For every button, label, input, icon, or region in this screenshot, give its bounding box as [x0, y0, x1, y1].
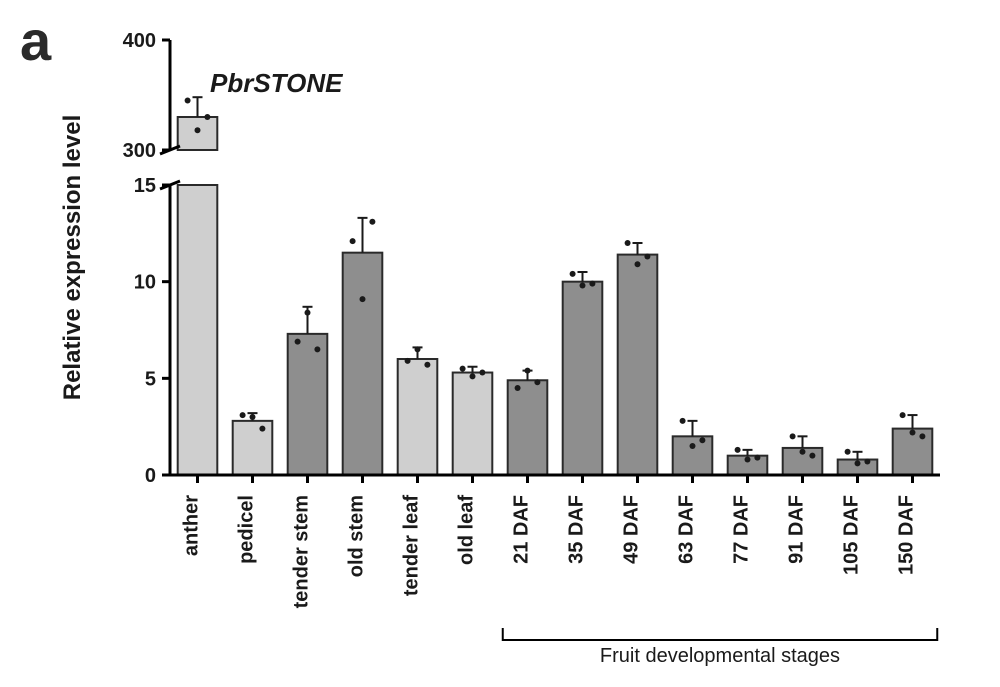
svg-text:pedicel: pedicel: [236, 495, 258, 564]
svg-text:Fruit developmental stages: Fruit developmental stages: [600, 645, 840, 667]
svg-text:tender leaf: tender leaf: [401, 495, 423, 596]
svg-text:400: 400: [123, 30, 156, 52]
svg-text:old leaf: old leaf: [456, 495, 478, 565]
svg-text:tender stem: tender stem: [291, 495, 313, 608]
svg-text:10: 10: [134, 272, 156, 294]
gene-label: PbrSTONE: [210, 68, 342, 99]
svg-text:old stem: old stem: [346, 495, 368, 577]
panel-letter: a: [20, 8, 51, 73]
svg-text:150 DAF: 150 DAF: [896, 495, 918, 575]
bar-chart: anther pedicel tender stem old stem tender l…: [0, 0, 1000, 682]
svg-text:Relative expression level: Relative expression level: [59, 115, 86, 401]
svg-text:anther: anther: [181, 495, 203, 556]
svg-text:63 DAF: 63 DAF: [676, 495, 698, 564]
svg-text:0: 0: [145, 465, 156, 487]
svg-text:91 DAF: 91 DAF: [786, 495, 808, 564]
figure: a PbrSTONE anther pedicel tender stem old s…: [0, 0, 1000, 682]
svg-text:15: 15: [134, 175, 156, 197]
svg-text:300: 300: [123, 140, 156, 162]
svg-text:105 DAF: 105 DAF: [841, 495, 863, 575]
svg-text:21 DAF: 21 DAF: [511, 495, 533, 564]
svg-text:49 DAF: 49 DAF: [621, 495, 643, 564]
svg-text:35 DAF: 35 DAF: [566, 495, 588, 564]
svg-text:77 DAF: 77 DAF: [731, 495, 753, 564]
svg-text:5: 5: [145, 368, 156, 390]
